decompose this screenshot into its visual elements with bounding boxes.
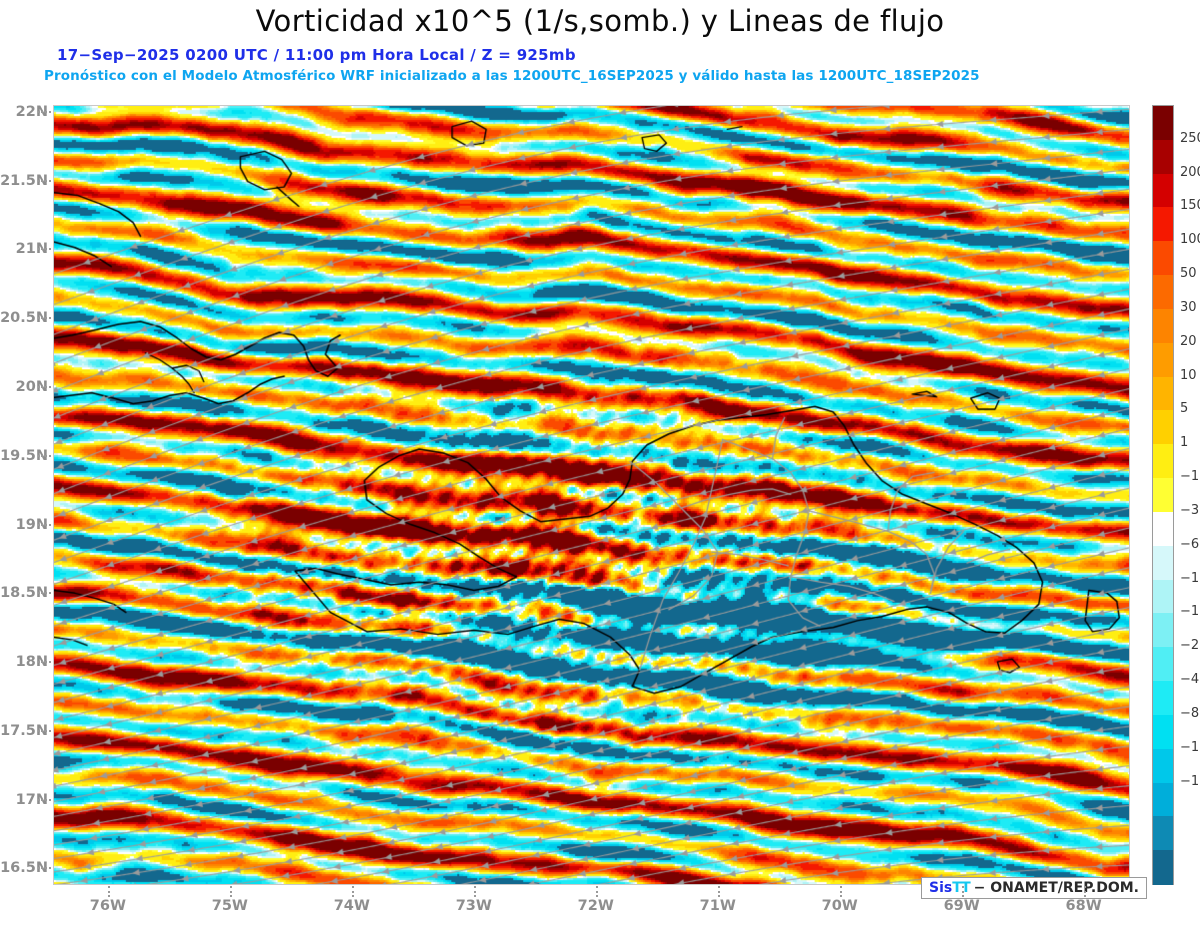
colorbar-tick-label-6: 20	[1180, 333, 1197, 349]
colorbar-segment-14	[1153, 579, 1173, 614]
y-tick-label-0: 22N	[15, 103, 48, 120]
colorbar-segment-6	[1153, 308, 1173, 344]
x-tick-label-1: 75W	[211, 898, 248, 914]
colorbar-tick-label-0: 250	[1180, 130, 1200, 146]
y-tick-label-9: 17.5N	[0, 722, 48, 739]
colorbar-segment-8	[1153, 376, 1173, 412]
subtitle-model-run: Pronóstico con el Modelo Atmosférico WRF…	[44, 68, 980, 84]
y-tick-mark-11	[38, 867, 51, 870]
colorbar-segment-4	[1153, 241, 1173, 276]
colorbar-tick-label-17: −80	[1180, 705, 1200, 721]
y-tick-label-7: 18.5N	[0, 585, 48, 602]
x-tick-label-3: 73W	[455, 898, 492, 914]
vorticity-streamline-map	[54, 106, 1129, 884]
x-tick-label-8: 68W	[1065, 898, 1102, 914]
colorbar-tick-label-19: −160	[1180, 773, 1200, 789]
y-tick-label-10: 17N	[15, 791, 48, 808]
colorbar-segment-22	[1153, 850, 1173, 885]
colorbar-tick-label-14: −18	[1180, 604, 1200, 620]
colorbar-tick-label-18: −120	[1180, 739, 1200, 755]
y-tick-mark-10	[38, 798, 51, 801]
colorbar-segment-17	[1153, 681, 1173, 716]
y-tick-label-4: 20N	[15, 379, 48, 395]
colorbar-tick-label-13: −12	[1180, 570, 1200, 586]
colorbar-tick-label-5: 30	[1180, 299, 1197, 315]
x-tick-mark-4	[595, 886, 598, 897]
colorbar-segment-20	[1153, 782, 1173, 817]
colorbar-tick-label-12: −6	[1180, 536, 1200, 552]
colorbar-tick-label-8: 5	[1180, 401, 1189, 417]
colorbar-segment-19	[1153, 748, 1173, 784]
badge-pi-icon: TT	[952, 880, 970, 896]
colorbar-segment-2	[1153, 173, 1173, 209]
x-tick-mark-1	[229, 886, 232, 897]
x-tick-label-0: 76W	[89, 898, 126, 914]
y-tick-mark-9	[38, 729, 51, 732]
colorbar-segment-13	[1153, 545, 1173, 581]
colorbar-tick-label-11: −3	[1180, 502, 1200, 518]
map-plot-area[interactable]	[53, 105, 1130, 885]
colorbar-tick-label-16: −42	[1180, 672, 1200, 688]
colorbar[interactable]	[1152, 105, 1174, 885]
y-tick-label-11: 16.5N	[0, 860, 48, 877]
y-tick-mark-3	[38, 317, 51, 320]
y-tick-mark-6	[38, 523, 51, 526]
y-tick-label-3: 20.5N	[0, 310, 48, 327]
colorbar-segment-12	[1153, 511, 1173, 547]
colorbar-segment-16	[1153, 647, 1173, 682]
y-tick-mark-2	[38, 248, 51, 251]
y-tick-label-1: 21.5N	[0, 172, 48, 189]
badge-agency-text: − ONAMET/REP.DOM.	[973, 880, 1139, 896]
y-tick-mark-5	[38, 454, 51, 457]
colorbar-tick-label-15: −26	[1180, 638, 1200, 654]
page-title: Vorticidad x10^5 (1/s,somb.) y Lineas de…	[255, 4, 945, 38]
colorbar-tick-label-4: 50	[1180, 266, 1197, 282]
colorbar-tick-label-7: 10	[1180, 367, 1197, 383]
badge-sis-text: Sis	[929, 880, 953, 896]
y-tick-mark-4	[38, 386, 51, 388]
colorbar-segment-15	[1153, 613, 1173, 648]
y-tick-mark-0	[38, 110, 51, 113]
x-tick-mark-2	[351, 886, 354, 897]
x-tick-label-5: 71W	[699, 898, 736, 914]
colorbar-segment-7	[1153, 342, 1173, 378]
colorbar-tick-label-3: 100	[1180, 232, 1200, 248]
y-tick-label-5: 19.5N	[0, 447, 48, 464]
colorbar-segment-3	[1153, 207, 1173, 242]
colorbar-segment-18	[1153, 714, 1173, 750]
colorbar-segment-10	[1153, 444, 1173, 479]
colorbar-segment-5	[1153, 275, 1173, 310]
x-tick-label-7: 69W	[943, 898, 980, 914]
x-tick-mark-0	[107, 886, 110, 897]
colorbar-tick-label-9: 1	[1180, 435, 1189, 451]
subtitle-valid-time: 17−Sep−2025 0200 UTC / 11:00 pm Hora Loc…	[57, 46, 576, 64]
x-tick-mark-6	[839, 886, 842, 897]
y-tick-mark-1	[38, 179, 51, 182]
colorbar-tick-label-2: 150	[1180, 198, 1200, 214]
x-tick-mark-5	[717, 886, 720, 897]
x-tick-label-6: 70W	[821, 898, 858, 914]
colorbar-segment-21	[1153, 816, 1173, 851]
x-tick-mark-7	[961, 886, 964, 897]
y-tick-label-8: 18N	[15, 654, 48, 671]
colorbar-tick-label-10: −1	[1180, 469, 1200, 485]
y-tick-label-2: 21N	[15, 241, 48, 258]
colorbar-segment-11	[1153, 478, 1173, 513]
colorbar-tick-label-1: 200	[1180, 164, 1200, 180]
x-tick-mark-3	[473, 886, 476, 897]
x-tick-label-2: 74W	[333, 898, 370, 914]
y-tick-mark-7	[38, 592, 51, 595]
provider-badge: Sis TT − ONAMET/REP.DOM.	[921, 877, 1147, 899]
colorbar-segment-1	[1153, 139, 1173, 175]
x-tick-mark-8	[1083, 886, 1086, 897]
x-tick-label-4: 72W	[577, 898, 614, 914]
y-tick-label-6: 19N	[15, 516, 48, 533]
colorbar-segment-9	[1153, 410, 1173, 445]
colorbar-segment-0	[1153, 106, 1173, 141]
y-tick-mark-8	[38, 661, 51, 664]
